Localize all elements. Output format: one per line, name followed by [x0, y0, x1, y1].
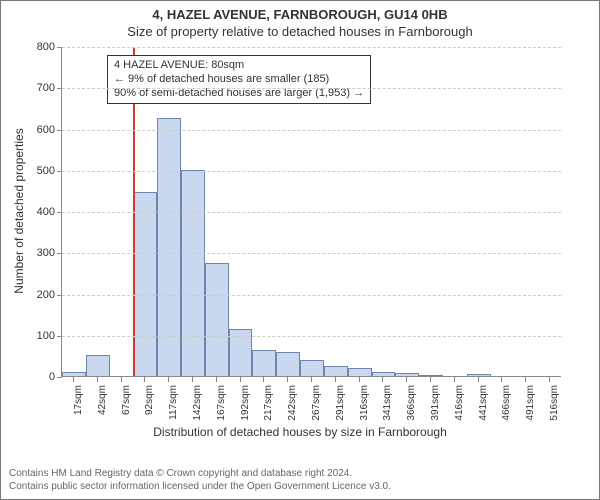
xtick-mark — [121, 377, 122, 382]
ytick-label: 400 — [1, 206, 55, 218]
xtick-mark — [406, 377, 407, 382]
ytick-mark — [57, 336, 62, 337]
gridline — [62, 253, 561, 254]
ytick-mark — [57, 88, 62, 89]
gridline — [62, 295, 561, 296]
histogram-bar — [181, 170, 205, 376]
xtick-mark — [501, 377, 502, 382]
gridline — [62, 130, 561, 131]
xtick-label: 117sqm — [168, 385, 179, 420]
plot-area: 4 HAZEL AVENUE: 80sqm← 9% of detached ho… — [61, 47, 561, 377]
ytick-label: 0 — [1, 371, 55, 383]
xtick-mark — [73, 377, 74, 382]
histogram-bar — [86, 355, 110, 376]
xtick-mark — [97, 377, 98, 382]
xtick-mark — [287, 377, 288, 382]
xtick-mark — [430, 377, 431, 382]
ytick-label: 500 — [1, 165, 55, 177]
ytick-mark — [57, 295, 62, 296]
histogram-bar — [300, 360, 324, 377]
xtick-label: 67sqm — [121, 385, 132, 415]
gridline — [62, 47, 561, 48]
xtick-label: 142sqm — [192, 385, 203, 421]
histogram-bar — [324, 366, 348, 376]
histogram-bar — [205, 263, 229, 376]
xtick-label: 516sqm — [549, 385, 560, 421]
ytick-label: 700 — [1, 82, 55, 94]
ytick-mark — [57, 377, 62, 378]
ytick-label: 300 — [1, 247, 55, 259]
xtick-label: 341sqm — [382, 385, 393, 421]
xtick-mark — [525, 377, 526, 382]
histogram-bar — [348, 368, 372, 376]
chart-container: 4, HAZEL AVENUE, FARNBOROUGH, GU14 0HB S… — [0, 0, 600, 500]
xtick-label: 192sqm — [240, 385, 251, 421]
xtick-mark — [240, 377, 241, 382]
xtick-mark — [144, 377, 145, 382]
footer-attribution: Contains HM Land Registry data © Crown c… — [9, 468, 391, 493]
histogram-bar — [276, 352, 300, 376]
xtick-label: 291sqm — [335, 385, 346, 421]
xtick-label: 217sqm — [263, 385, 274, 421]
ytick-label: 200 — [1, 289, 55, 301]
xtick-mark — [192, 377, 193, 382]
address-title: 4, HAZEL AVENUE, FARNBOROUGH, GU14 0HB — [1, 7, 599, 22]
histogram-bar — [252, 350, 276, 376]
xtick-label: 316sqm — [359, 385, 370, 421]
histogram-bar — [419, 375, 443, 376]
histogram-bar — [372, 372, 396, 376]
xtick-label: 92sqm — [144, 385, 155, 415]
xtick-label: 416sqm — [454, 385, 465, 421]
xtick-mark — [454, 377, 455, 382]
ytick-mark — [57, 47, 62, 48]
histogram-bar — [395, 373, 419, 376]
xtick-mark — [478, 377, 479, 382]
gridline — [62, 171, 561, 172]
chart-area: 4 HAZEL AVENUE: 80sqm← 9% of detached ho… — [61, 47, 571, 425]
ytick-label: 800 — [1, 41, 55, 53]
xtick-label: 491sqm — [525, 385, 536, 421]
footer-line-1: Contains HM Land Registry data © Crown c… — [9, 468, 391, 481]
ytick-label: 100 — [1, 330, 55, 342]
xtick-mark — [168, 377, 169, 382]
xtick-label: 17sqm — [73, 385, 84, 415]
annotation-line: 4 HAZEL AVENUE: 80sqm — [114, 59, 364, 73]
histogram-bar — [467, 374, 491, 376]
xtick-mark — [216, 377, 217, 382]
xtick-label: 167sqm — [216, 385, 227, 421]
gridline — [62, 88, 561, 89]
xtick-mark — [549, 377, 550, 382]
ytick-mark — [57, 171, 62, 172]
xtick-mark — [359, 377, 360, 382]
footer-line-2: Contains public sector information licen… — [9, 481, 391, 494]
histogram-bar — [157, 118, 181, 376]
xtick-label: 441sqm — [478, 385, 489, 421]
gridline — [62, 336, 561, 337]
x-axis-label: Distribution of detached houses by size … — [1, 425, 599, 439]
subtitle: Size of property relative to detached ho… — [1, 24, 599, 39]
xtick-mark — [335, 377, 336, 382]
annotation-box: 4 HAZEL AVENUE: 80sqm← 9% of detached ho… — [107, 55, 371, 104]
histogram-bar — [62, 372, 86, 376]
ytick-mark — [57, 212, 62, 213]
annotation-line: ← 9% of detached houses are smaller (185… — [114, 73, 364, 87]
xtick-label: 42sqm — [97, 385, 108, 415]
xtick-label: 267sqm — [311, 385, 322, 421]
ytick-mark — [57, 130, 62, 131]
ytick-label: 600 — [1, 124, 55, 136]
xtick-label: 242sqm — [287, 385, 298, 421]
xtick-label: 366sqm — [406, 385, 417, 421]
gridline — [62, 212, 561, 213]
xtick-mark — [311, 377, 312, 382]
ytick-mark — [57, 253, 62, 254]
xtick-label: 466sqm — [501, 385, 512, 421]
xtick-label: 391sqm — [430, 385, 441, 421]
xtick-mark — [382, 377, 383, 382]
histogram-bar — [133, 192, 157, 376]
xtick-mark — [263, 377, 264, 382]
